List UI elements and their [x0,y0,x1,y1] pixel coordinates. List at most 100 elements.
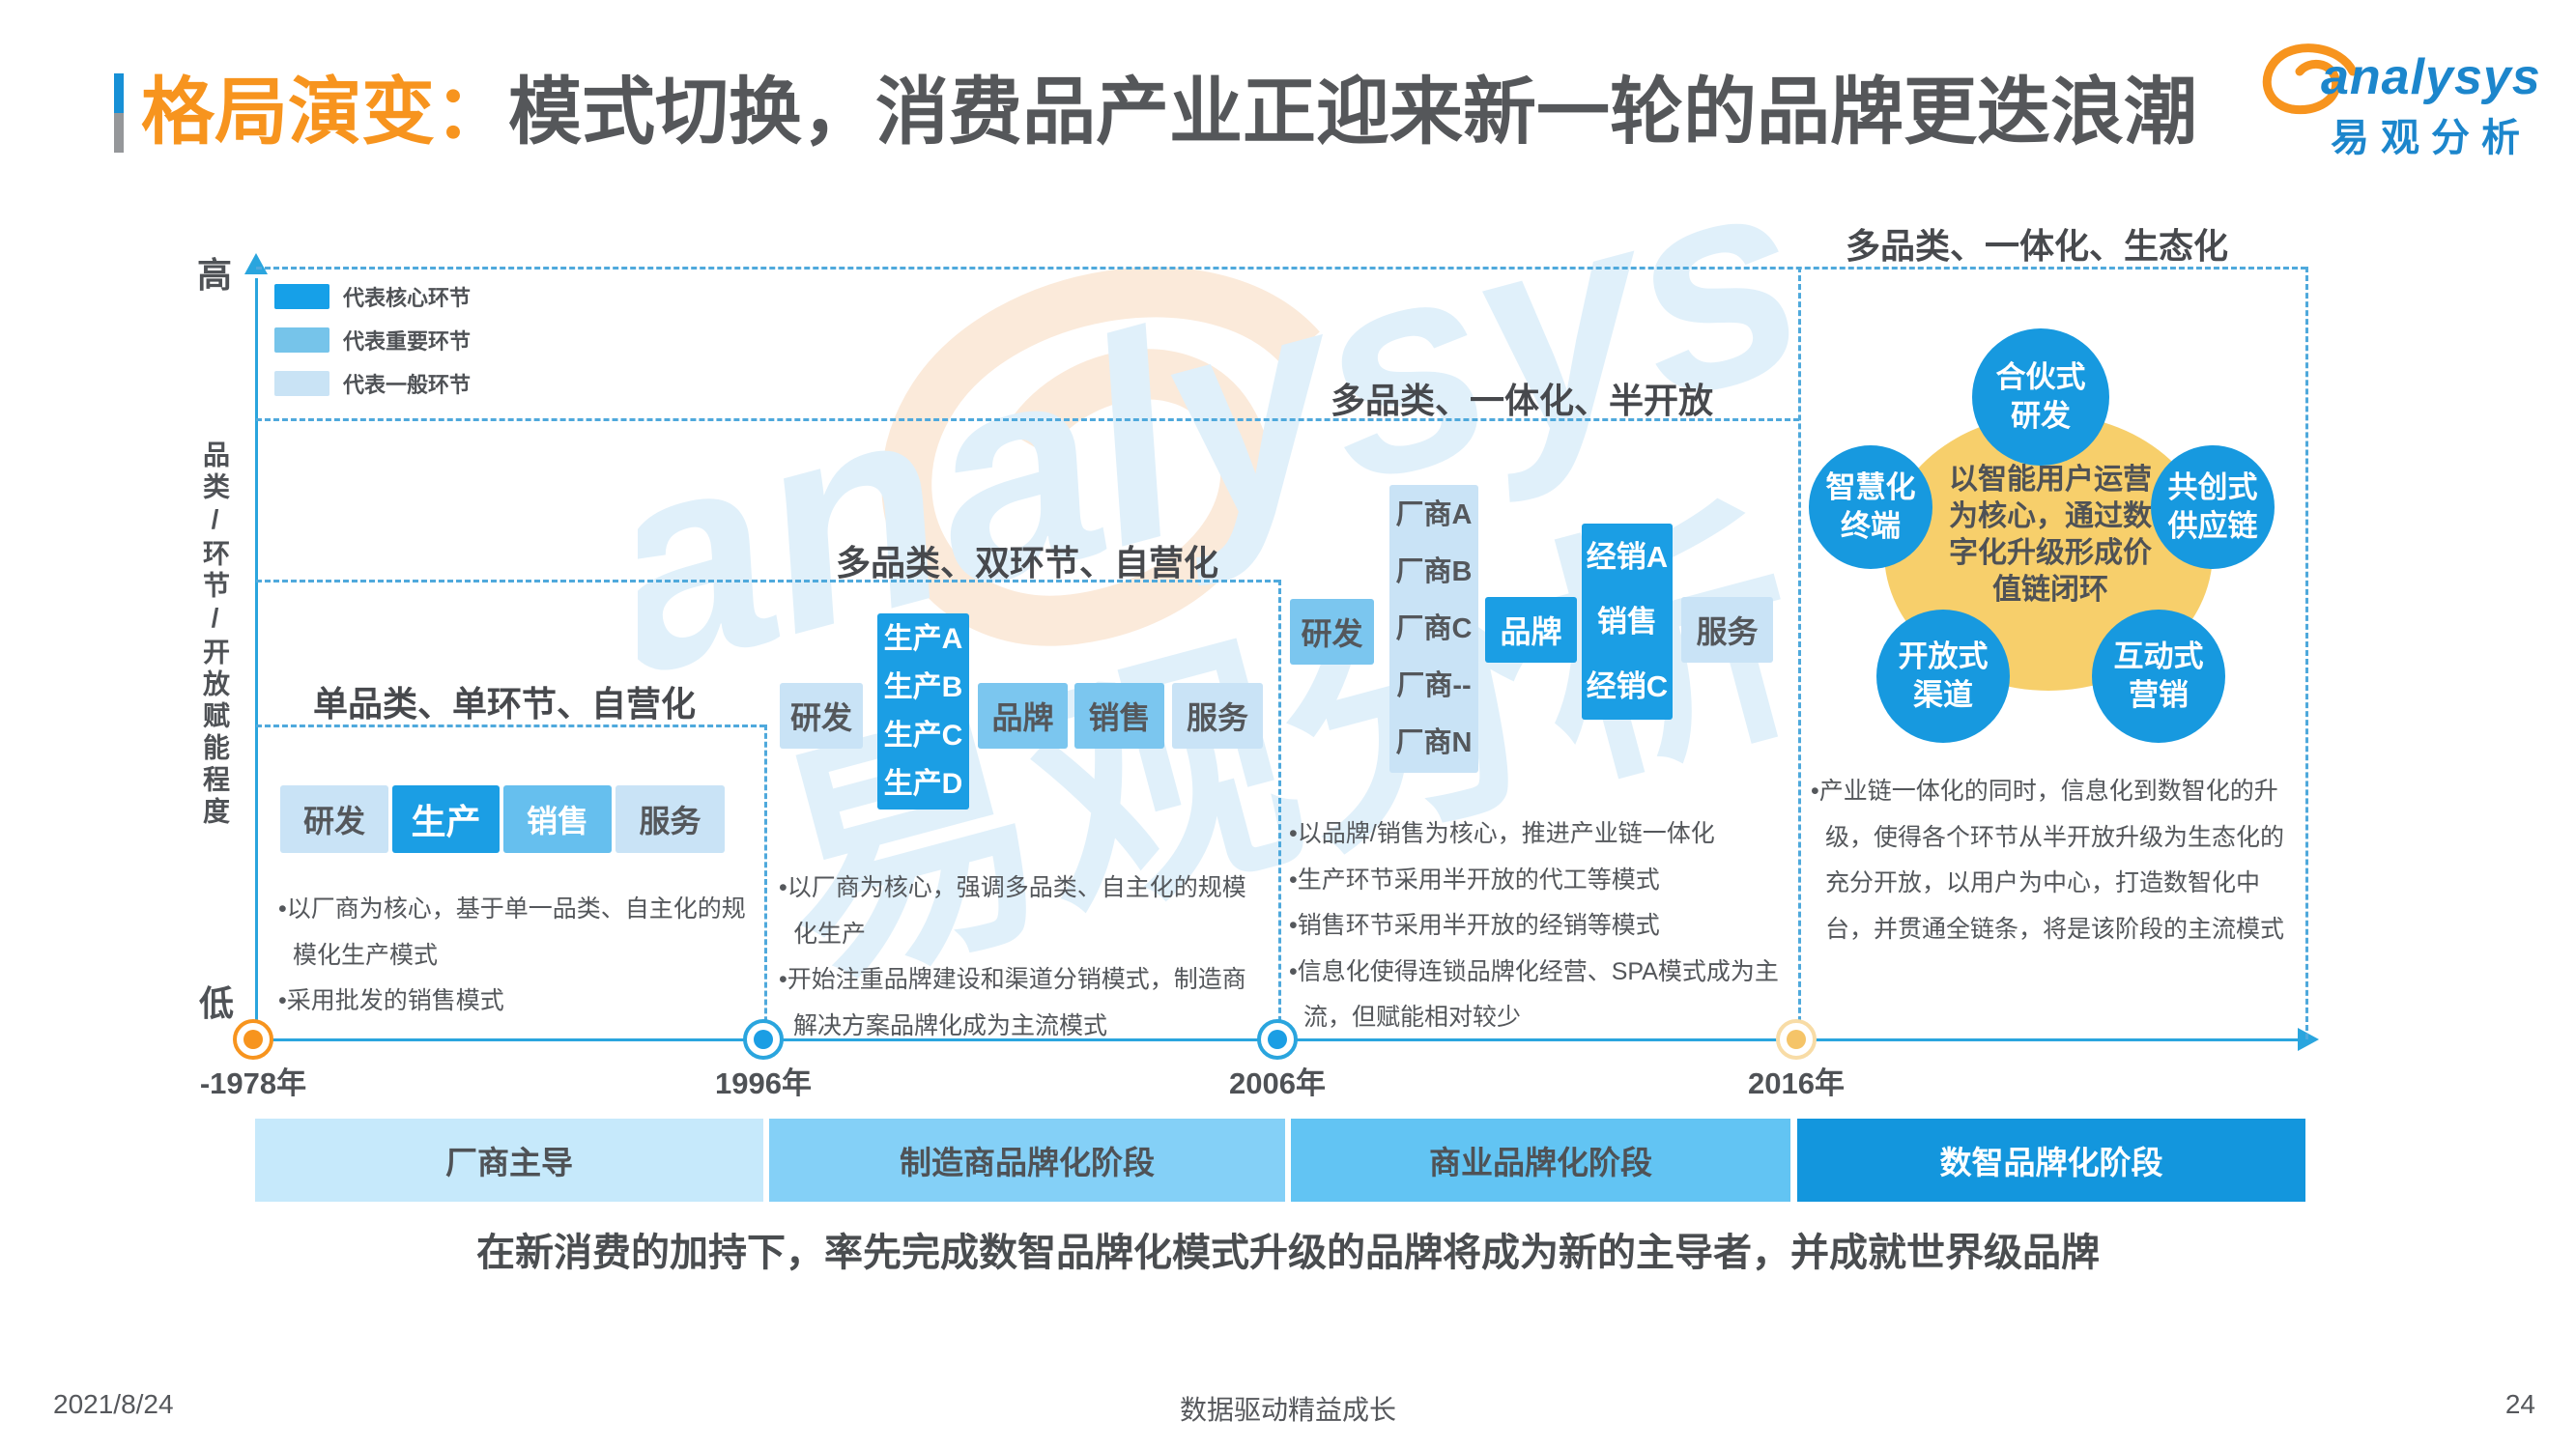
logo-swirl-icon [2262,43,2358,115]
circle-line: 渠道 [1913,678,1973,712]
stack-item: 生产A [883,622,963,655]
stage2-block-sales: 销售 [1074,683,1164,749]
stack-item: 经销C [1586,669,1669,703]
legend-item: 代表一般环节 [274,368,471,399]
ecosystem-circle-supplychain: 共创式 供应链 [2151,445,2275,569]
ecosystem-circle-rd: 合伙式 研发 [1972,328,2109,466]
stack-item: 厂商A [1395,498,1473,530]
legend-important-label: 代表重要环节 [343,329,472,354]
legend-general-label: 代表一般环节 [343,373,472,397]
stage3-vendor-stack: 厂商A 厂商B 厂商C 厂商-- 厂商N [1389,485,1478,773]
phase-bar-digital-brand: 数智品牌化阶段 [1797,1119,2305,1202]
circle-line: 共创式 [2167,470,2258,505]
legend: 代表核心环节 代表重要环节 代表一般环节 [274,281,471,412]
footer-page-number: 24 [2504,1389,2535,1419]
legend-core-label: 代表核心环节 [343,286,472,310]
timeline-marker-1978 [233,1019,273,1060]
ecosystem-hub-text: 以智能用户运营为核心，通过数字化升级形成价值链闭环 [1949,464,2152,606]
stage3-dealer-stack: 经销A 销售 经销C [1582,524,1673,720]
stage3-block-service: 服务 [1681,597,1773,663]
bullet-item: •采用批发的销售模式 [278,987,504,1014]
y-axis-high-label: 高 [197,255,233,295]
page-title-prefix: 格局演变： [141,71,508,154]
y-axis-arrow-icon [244,253,268,274]
bullet-item: •以厂商为核心，强调多品类、自主化的规模化生产 [779,874,1246,948]
bullet-item: •生产环节采用半开放的代工等模式 [1289,866,1660,894]
legend-item: 代表重要环节 [274,325,471,355]
stack-item: 厂商C [1395,612,1473,644]
bullet-item: •销售环节采用半开放的经销等模式 [1289,912,1660,939]
stage1-block-service: 服务 [615,785,725,853]
stage1-block-sales: 销售 [503,785,612,853]
footer-slogan: 数据驱动精益成长 [1179,1395,1396,1425]
legend-core-swatch [274,284,329,309]
level-line-stage4 [256,267,2306,270]
stage4-right-border [2305,267,2308,1039]
level-line-stage3 [256,418,1799,421]
circle-line: 研发 [2011,399,2071,433]
circle-line: 营销 [2129,678,2189,712]
stage2-title: 多品类、双环节、自营化 [835,543,1219,582]
logo-wordmark-cn: 易观分析 [2331,117,2532,159]
stage1-title: 单品类、单环节、自营化 [312,684,697,724]
footer-date: 2021/8/24 [53,1389,174,1419]
stack-item: 经销A [1586,540,1669,574]
timeline-arrow-icon [2298,1028,2319,1051]
stage3-block-brand: 品牌 [1485,597,1577,663]
stack-item: 厂商N [1395,726,1473,758]
stage2-block-rd: 研发 [780,683,863,749]
stage2-production-stack: 生产A 生产B 生产C 生产D [877,613,969,810]
y-axis-line [255,278,258,1039]
y-axis-title: 品类/环节/开放赋能程度 [200,440,230,829]
summary-statement: 在新消费的加持下，率先完成数智品牌化模式升级的品牌将成为新的主导者，并成就世界级… [476,1232,2100,1274]
stack-item: 生产B [883,670,963,703]
analysys-logo: analysys 易观分析 [2251,41,2541,176]
timeline-marker-2006 [1257,1019,1298,1060]
circle-line: 供应链 [2167,509,2258,543]
bullet-item: •信息化使得连锁品牌化经营、SPA模式成为主流，但赋能相对较少 [1289,957,1779,1032]
circle-line: 合伙式 [1995,360,2086,395]
stage4-title: 多品类、一体化、生态化 [1845,226,2229,266]
year-label: -1978年 [199,1066,307,1100]
phase-bar-commercial-brand: 商业品牌化阶段 [1291,1119,1790,1202]
phase-bar-manufacturer-brand: 制造商品牌化阶段 [769,1119,1285,1202]
stage3-right-border [1798,267,1801,1039]
stage4-bullets: •产业链一体化的同时，信息化到数智化的升级，使得各个环节从半开放升级为生态化的充… [1811,769,2302,952]
bullet-item: •以品牌/销售为核心，推进产业链一体化 [1289,820,1715,847]
page-title: 格局演变：模式切换，消费品产业正迎来新一轮的品牌更迭浪潮 [141,73,2197,153]
bullet-item: •产业链一体化的同时，信息化到数智化的升级，使得各个环节从半开放升级为生态化的充… [1811,778,2285,943]
ecosystem-circle-terminal: 智慧化 终端 [1809,445,1932,569]
stack-item: 生产C [883,719,963,752]
bullet-item: •开始注重品牌建设和渠道分销模式，制造商解决方案品牌化成为主流模式 [779,966,1246,1039]
level-line-stage2 [256,580,1279,582]
y-axis-low-label: 低 [199,983,235,1023]
stage2-block-service: 服务 [1172,683,1263,749]
stage1-block-rd: 研发 [280,785,388,853]
bullet-item: •以厂商为核心，基于单一品类、自主化的规模化生产模式 [278,895,746,969]
stage3-title: 多品类、一体化、半开放 [1330,381,1714,420]
circle-line: 智慧化 [1825,470,1916,505]
phase-bar-manufacturer: 厂商主导 [255,1119,763,1202]
stack-item: 厂商B [1395,555,1473,587]
stack-item: 生产D [883,767,963,800]
stage2-block-brand: 品牌 [978,683,1068,749]
stack-item: 厂商-- [1396,669,1472,701]
legend-general-swatch [274,371,329,396]
ecosystem-circle-marketing: 互动式 营销 [2092,610,2225,743]
stage2-bullets: •以厂商为核心，强调多品类、自主化的规模化生产 •开始注重品牌建设和渠道分销模式… [779,866,1270,1049]
stage2-right-border [1278,580,1281,1039]
legend-important-swatch [274,327,329,353]
circle-line: 终端 [1841,509,1901,543]
ecosystem-circle-channel: 开放式 渠道 [1876,610,2010,743]
header: 格局演变：模式切换，消费品产业正迎来新一轮的品牌更迭浪潮 [114,73,2197,153]
legend-item: 代表核心环节 [274,281,471,312]
level-line-stage1 [256,724,765,727]
circle-line: 互动式 [2113,639,2204,674]
stage3-block-rd: 研发 [1290,599,1374,665]
year-label: 1996年 [715,1066,812,1100]
stage1-bullets: •以厂商为核心，基于单一品类、自主化的规模化生产模式 •采用批发的销售模式 [278,887,754,1025]
timeline-marker-1996 [743,1019,784,1060]
year-label: 2006年 [1229,1066,1326,1100]
logo-wordmark: analysys [2321,49,2541,105]
